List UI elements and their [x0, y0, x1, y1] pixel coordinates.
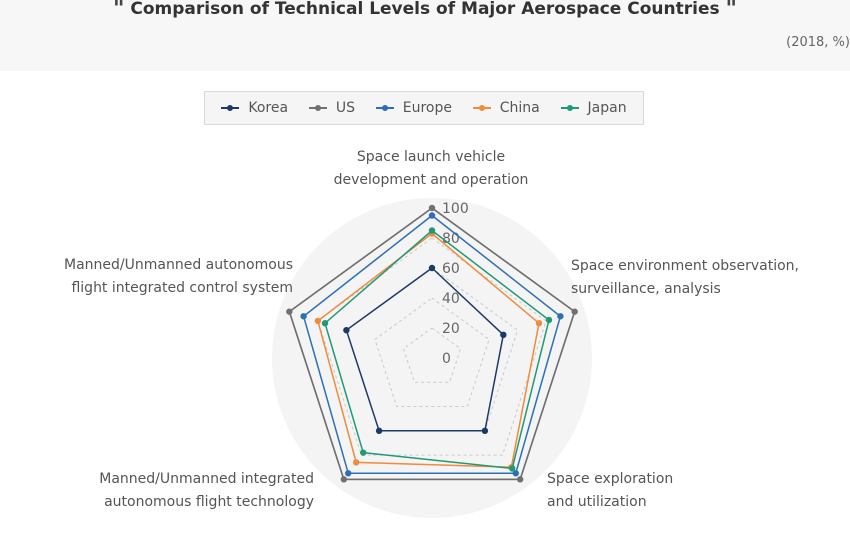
axis-label-launch-vehicle-line-1: Space launch vehicle	[356, 149, 506, 165]
axis-label-environment-observation-line-2: surveillance, analysis	[571, 281, 721, 297]
legend-label-china: China	[499, 100, 540, 116]
chart-legend: Korea US Europe China Japan	[204, 91, 644, 125]
tick-label-60: 60	[442, 261, 460, 277]
legend-swatch-europe	[375, 103, 394, 113]
data-point-china-3	[352, 459, 360, 466]
legend-item-japan[interactable]: Japan	[560, 100, 627, 116]
data-point-europe-2	[512, 470, 519, 477]
tick-label-0: 0	[442, 351, 451, 367]
data-point-korea-4	[343, 326, 350, 334]
chart-subtitle: (2018, %)	[786, 35, 850, 50]
data-point-korea-2	[481, 427, 489, 435]
header-band	[0, 0, 850, 71]
legend-item-korea[interactable]: Korea	[221, 100, 288, 116]
axis-label-control-system-line-1: Manned/Unmanned autonomous	[64, 257, 293, 273]
data-point-us-2	[516, 476, 524, 483]
radar-backdrop-circle	[272, 198, 592, 518]
tick-label-80: 80	[442, 231, 460, 247]
data-point-japan-1	[545, 316, 553, 324]
data-point-japan-3	[360, 449, 367, 456]
radar-ticks: 0 20 40 60 80 100	[442, 201, 469, 367]
legend-swatch-korea	[221, 103, 240, 113]
radar-background	[272, 198, 592, 518]
series-europe	[300, 212, 564, 477]
chart-title-text: Comparison of Technical Levels of Major …	[130, 0, 720, 19]
axis-label-integrated-flight-line-1: Manned/Unmanned integrated	[99, 471, 314, 487]
data-point-japan-4	[321, 320, 329, 327]
legend-label-us: US	[335, 100, 355, 116]
data-point-korea-1	[500, 331, 507, 339]
data-point-europe-4	[300, 313, 307, 320]
legend-item-us[interactable]: US	[308, 100, 355, 116]
legend-swatch-china	[472, 103, 491, 113]
data-point-us-4	[286, 308, 293, 315]
legend-swatch-us	[308, 103, 327, 113]
axis-label-environment-observation-line-1: Space environment observation,	[571, 258, 799, 274]
legend-swatch-japan	[560, 103, 579, 113]
data-point-europe-1	[557, 313, 564, 320]
data-point-korea-0	[428, 264, 436, 272]
data-point-us-1	[571, 308, 578, 315]
series-line-korea	[345, 267, 505, 432]
axis-label-space-exploration-line-1: Space exploration	[547, 471, 674, 487]
data-point-europe-0	[428, 212, 436, 219]
grid-ring-20	[402, 327, 462, 383]
axis-label-control-system-line-2: flight integrated control system	[71, 280, 293, 296]
series-us	[286, 204, 578, 483]
data-point-us-0	[428, 204, 436, 212]
legend-label-japan: Japan	[587, 100, 627, 116]
legend-label-europe: Europe	[402, 100, 452, 116]
axis-label-launch-vehicle-line-2: development and operation	[333, 172, 529, 188]
tick-label-20: 20	[442, 321, 460, 337]
series-japan	[321, 227, 553, 472]
data-point-japan-0	[428, 227, 436, 234]
axis-label-space-exploration: Space exploration and utilization	[547, 468, 673, 514]
grid-ring-40	[374, 297, 490, 408]
data-point-europe-3	[345, 470, 352, 477]
axis-label-space-exploration-line-2: and utilization	[547, 494, 647, 510]
axis-label-launch-vehicle: Space launch vehicle development and ope…	[334, 146, 529, 192]
data-point-china-1	[535, 320, 543, 327]
tick-label-40: 40	[442, 291, 460, 307]
axis-label-integrated-flight: Manned/Unmanned integrated autonomous fl…	[99, 468, 314, 514]
legend-label-korea: Korea	[248, 100, 289, 116]
title-close-quote: "	[725, 0, 737, 22]
data-point-us-3	[340, 476, 348, 483]
title-open-quote: "	[113, 0, 125, 22]
series-korea	[343, 264, 507, 435]
axis-label-integrated-flight-line-2: autonomous flight technology	[104, 494, 314, 510]
legend-item-europe[interactable]: Europe	[375, 100, 452, 116]
series-line-japan	[324, 229, 550, 470]
data-point-korea-3	[375, 427, 383, 435]
series-line-us	[288, 207, 576, 481]
legend-item-china[interactable]: China	[472, 100, 540, 116]
tick-label-100: 100	[442, 201, 469, 217]
data-point-japan-2	[509, 465, 516, 472]
radar-series	[286, 204, 578, 483]
series-line-europe	[302, 214, 562, 475]
axis-label-environment-observation: Space environment observation, surveilla…	[571, 255, 799, 301]
axis-label-control-system: Manned/Unmanned autonomous flight integr…	[64, 254, 293, 300]
series-line-china	[317, 232, 540, 468]
chart-title: " Comparison of Technical Levels of Majo…	[0, 0, 850, 22]
data-point-china-4	[314, 317, 322, 325]
